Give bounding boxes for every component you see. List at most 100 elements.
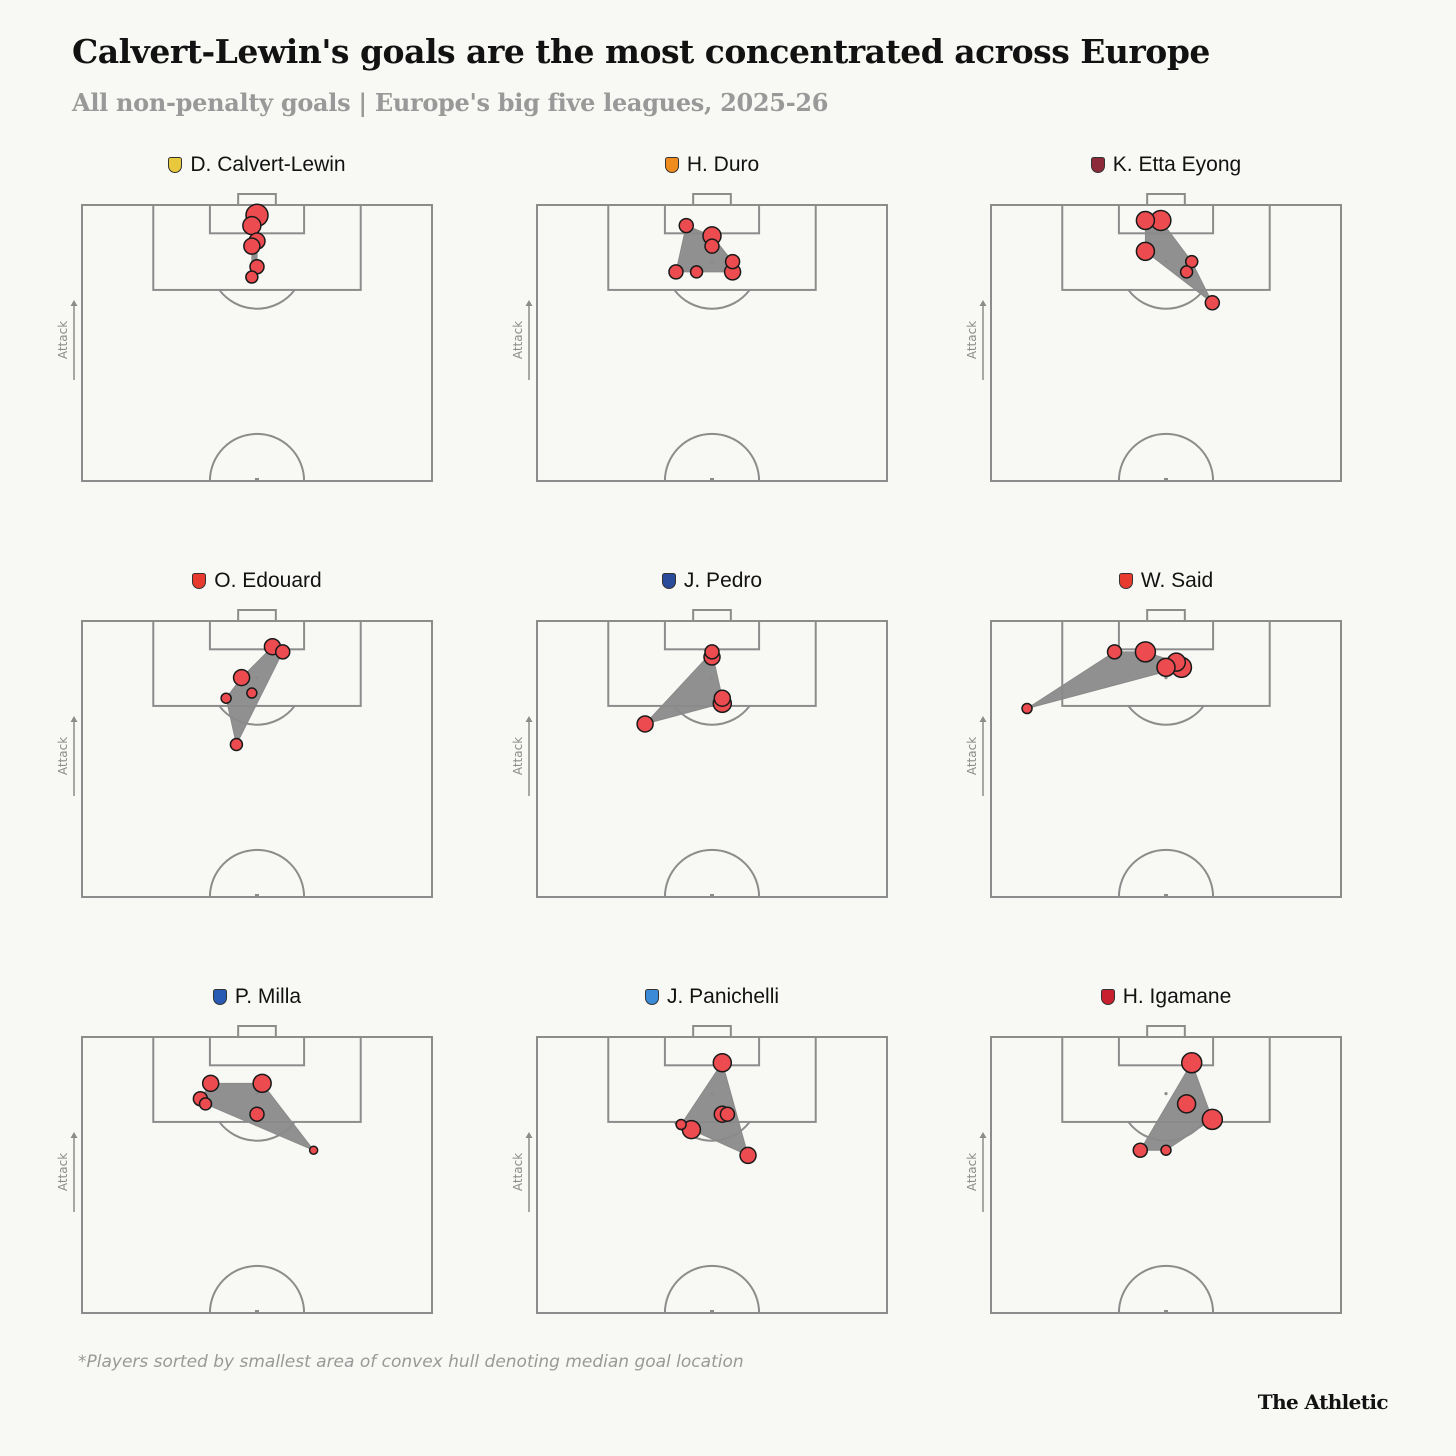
- panel-header: H. Igamane: [966, 982, 1366, 1012]
- goal-marker: [1134, 641, 1157, 663]
- centre-circle: [663, 848, 761, 898]
- centre-spot: [710, 1310, 714, 1313]
- goal-marker: [719, 1106, 736, 1122]
- panel-header: K. Etta Eyong: [966, 150, 1366, 180]
- goal-marker: [1176, 1094, 1197, 1114]
- attack-arrow-head: [979, 1132, 987, 1138]
- pitch-svg: Attack: [512, 193, 888, 482]
- centre-circle: [208, 1264, 306, 1314]
- attack-label: Attack: [512, 1153, 525, 1191]
- player-panel: O. Edouard Attack: [57, 566, 457, 936]
- centre-spot: [255, 894, 259, 897]
- six-yard-box: [208, 620, 306, 651]
- panel-header: W. Said: [966, 566, 1366, 596]
- pitch-svg: Attack: [966, 609, 1342, 898]
- goal-marker: [1201, 1108, 1224, 1131]
- centre-spot: [255, 1310, 259, 1313]
- goal-marker: [636, 715, 654, 733]
- brand-logo: The Athletic: [1257, 1390, 1389, 1414]
- footnote: *Players sorted by smallest area of conv…: [78, 1352, 744, 1372]
- centre-circle: [663, 1264, 761, 1314]
- player-panel: J. Panichelli Attack: [512, 982, 912, 1352]
- goal-marker: [704, 644, 720, 660]
- centre-spot: [710, 478, 714, 481]
- goal-frame: [237, 193, 277, 206]
- goal-marker: [724, 253, 741, 270]
- player-name: O. Edouard: [214, 569, 322, 592]
- attack-label: Attack: [512, 321, 525, 359]
- attack-arrow-head: [979, 716, 987, 722]
- pitch-svg: Attack: [966, 1025, 1342, 1314]
- player-panel: P. Milla Attack: [57, 982, 457, 1352]
- chelsea-crest-icon: [661, 573, 676, 589]
- penalty-arc: [218, 705, 296, 726]
- goal-frame: [1146, 1025, 1186, 1038]
- goal-marker: [712, 1052, 733, 1073]
- goal-frame: [692, 1025, 732, 1038]
- goal-marker: [1106, 644, 1123, 660]
- lens-crest-icon: [192, 573, 207, 589]
- six-yard-box: [1117, 620, 1215, 651]
- pitch-svg: Attack: [512, 1025, 888, 1314]
- player-name: P. Milla: [234, 985, 302, 1008]
- penalty-arc: [673, 289, 751, 310]
- goal-marker: [245, 270, 259, 284]
- attack-label: Attack: [512, 737, 525, 775]
- centre-circle: [1117, 1264, 1215, 1314]
- attack-label: Attack: [966, 737, 979, 775]
- goal-frame: [1146, 609, 1186, 622]
- panel-header: J. Panichelli: [512, 982, 912, 1012]
- attack-label: Attack: [966, 321, 979, 359]
- pitch-svg: Attack: [57, 1025, 433, 1314]
- strasbourg-crest-icon: [644, 989, 659, 1005]
- goal-marker: [675, 1118, 687, 1131]
- six-yard-box: [663, 1036, 761, 1067]
- player-name: J. Pedro: [683, 569, 763, 592]
- panel-header: O. Edouard: [57, 566, 457, 596]
- pitch-svg: Attack: [512, 609, 888, 898]
- goal-marker: [1160, 1144, 1172, 1156]
- goal-frame: [237, 1025, 277, 1038]
- player-name: H. Igamane: [1122, 985, 1232, 1008]
- player-name: H. Duro: [686, 153, 760, 176]
- lille-crest-icon: [1100, 989, 1115, 1005]
- goal-frame: [692, 609, 732, 622]
- attack-arrow-head: [979, 300, 987, 306]
- goal-marker: [1135, 241, 1156, 262]
- goal-marker: [232, 668, 251, 687]
- player-panel: J. Pedro Attack: [512, 566, 912, 936]
- centre-circle: [663, 432, 761, 482]
- centre-spot: [1164, 478, 1168, 481]
- centre-spot: [1164, 894, 1168, 897]
- centre-circle: [1117, 848, 1215, 898]
- goal-marker: [243, 237, 261, 255]
- goal-frame: [1146, 193, 1186, 206]
- panel-header: P. Milla: [57, 982, 457, 1012]
- goal-frame: [692, 193, 732, 206]
- goal-marker: [1156, 657, 1176, 678]
- goal-marker: [308, 1145, 319, 1155]
- goal-marker: [242, 215, 262, 236]
- player-panel: H. Igamane Attack: [966, 982, 1366, 1352]
- goal-marker: [252, 1073, 272, 1094]
- centre-spot: [710, 894, 714, 897]
- goal-marker: [704, 238, 720, 254]
- goal-marker: [201, 1074, 220, 1093]
- centre-spot: [1164, 1310, 1168, 1313]
- leeds-crest-icon: [168, 157, 183, 173]
- attack-arrow-head: [70, 300, 78, 306]
- goal-marker: [198, 1097, 213, 1111]
- pitch-svg: Attack: [57, 193, 433, 482]
- panel-header: J. Pedro: [512, 566, 912, 596]
- player-name: K. Etta Eyong: [1112, 153, 1242, 176]
- attack-arrow-head: [525, 1132, 533, 1138]
- goal-marker: [229, 737, 244, 752]
- valencia-crest-icon: [664, 157, 679, 173]
- chart-title: Calvert-Lewin's goals are the most conce…: [72, 32, 1210, 71]
- player-panel: K. Etta Eyong Attack: [966, 150, 1366, 520]
- pitch-outline: [990, 1036, 1342, 1314]
- goal-marker: [1132, 1142, 1149, 1158]
- goal-marker: [1179, 265, 1194, 279]
- player-name: W. Said: [1140, 569, 1214, 592]
- six-yard-box: [1117, 1036, 1215, 1067]
